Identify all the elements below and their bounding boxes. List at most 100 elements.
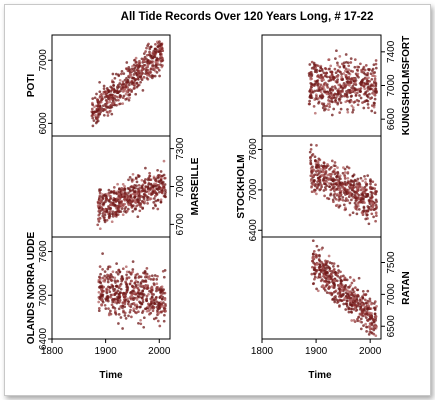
data-point (366, 85, 370, 89)
data-point (343, 296, 347, 300)
data-point (364, 217, 368, 221)
data-point (313, 64, 317, 67)
data-point (343, 206, 347, 210)
data-point (130, 302, 133, 306)
data-point (132, 186, 135, 190)
data-point (145, 53, 149, 57)
data-point (134, 78, 137, 82)
data-point (129, 271, 132, 275)
data-point (355, 98, 359, 102)
data-point (344, 197, 348, 200)
data-point (361, 193, 364, 196)
y-tick-label: 6500 (386, 315, 397, 338)
data-point (98, 106, 102, 110)
data-point (311, 239, 315, 243)
data-point (105, 287, 108, 291)
data-point (107, 188, 111, 192)
data-point (123, 311, 127, 315)
data-point (344, 84, 347, 88)
data-point (345, 288, 348, 292)
data-point (101, 276, 105, 280)
data-point (109, 197, 113, 200)
data-point (142, 52, 146, 55)
data-point (359, 62, 362, 66)
data-point (95, 92, 98, 96)
data-point (315, 161, 319, 165)
data-point (316, 84, 320, 87)
x-tick-label: 2000 (148, 346, 171, 357)
data-point (354, 93, 358, 97)
data-point (372, 101, 376, 105)
data-point (349, 80, 352, 84)
data-point (360, 186, 364, 189)
data-point (119, 287, 123, 291)
data-point (370, 327, 374, 331)
data-point (115, 262, 118, 265)
data-point (157, 304, 161, 308)
data-point (136, 192, 140, 196)
data-point (124, 192, 127, 196)
data-point (99, 200, 102, 204)
data-point (342, 191, 346, 194)
data-point (338, 283, 342, 287)
data-point (125, 209, 129, 213)
data-point (346, 61, 350, 65)
data-point (149, 54, 153, 58)
data-point (114, 72, 118, 76)
data-point (372, 74, 375, 77)
x-tick-label: 2000 (359, 346, 382, 357)
data-point (148, 50, 151, 54)
data-point (146, 77, 150, 81)
data-point (116, 182, 119, 186)
data-point (111, 305, 115, 309)
data-point (141, 89, 145, 92)
data-point (342, 65, 346, 69)
panel-border (51, 34, 171, 137)
data-point (328, 173, 332, 177)
data-point (90, 114, 94, 118)
data-point (127, 203, 131, 207)
data-point (334, 290, 337, 293)
data-point (120, 200, 123, 204)
data-point (154, 179, 158, 183)
data-point (361, 213, 365, 217)
data-point (128, 73, 132, 76)
data-point (134, 176, 138, 180)
data-point (134, 273, 138, 277)
data-point (359, 176, 363, 180)
data-point (123, 300, 127, 304)
data-point (154, 182, 158, 186)
data-point (124, 295, 127, 298)
data-point (344, 302, 348, 306)
data-point (363, 195, 367, 199)
data-point (119, 72, 123, 76)
data-point (116, 86, 119, 90)
data-point (153, 55, 157, 59)
data-point (125, 83, 128, 87)
data-point (149, 302, 153, 306)
data-point (363, 174, 366, 178)
data-point (114, 300, 117, 303)
data-point (335, 279, 339, 283)
data-point (374, 87, 378, 91)
data-point (372, 63, 376, 67)
data-point (144, 279, 148, 282)
data-point (152, 52, 156, 55)
data-point (365, 213, 369, 217)
scatter-points (307, 49, 378, 117)
data-point (125, 283, 128, 287)
data-point (354, 91, 357, 95)
data-point (121, 327, 124, 330)
data-point (111, 285, 115, 288)
data-point (150, 192, 153, 196)
data-point (121, 267, 125, 271)
data-point (135, 180, 139, 184)
data-point (319, 170, 323, 173)
data-point (367, 304, 371, 308)
data-point (326, 164, 330, 168)
data-point (373, 312, 377, 316)
data-point (336, 172, 340, 175)
data-point (326, 173, 330, 177)
data-point (110, 112, 114, 116)
